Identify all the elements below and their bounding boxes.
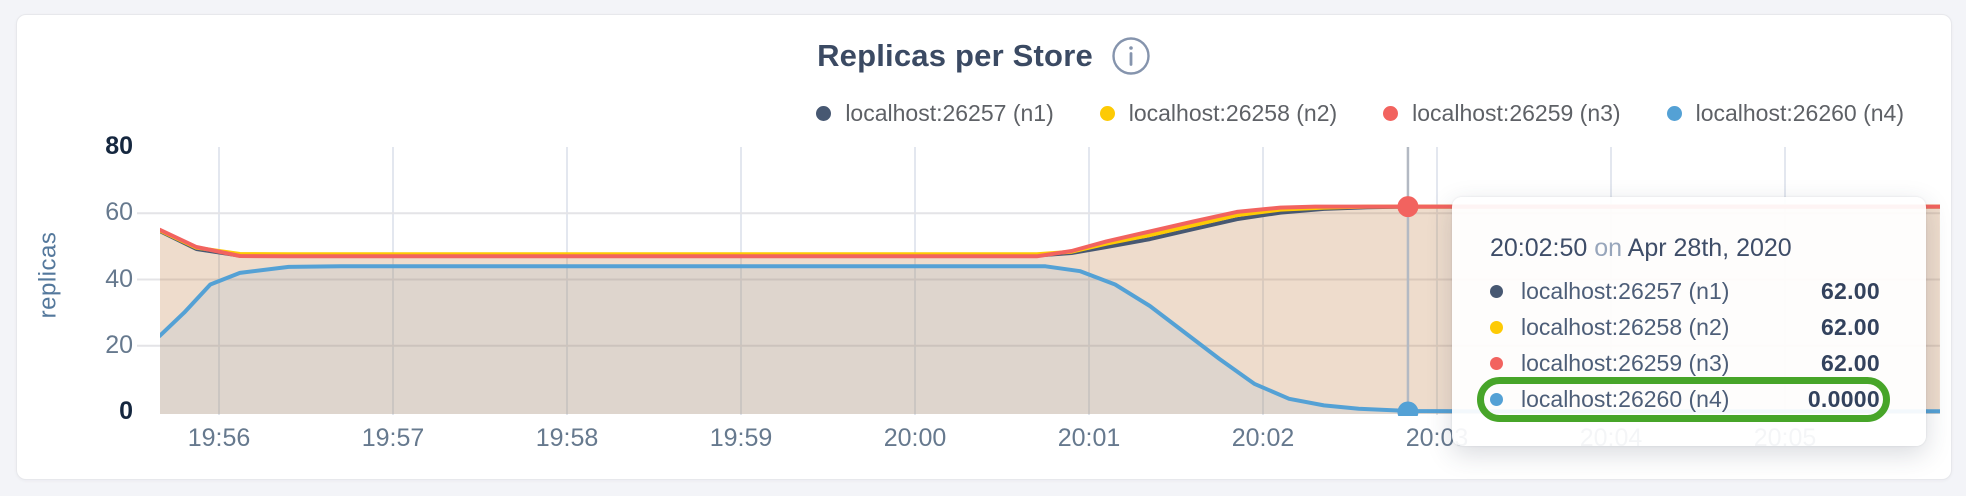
- tooltip-series-label: localhost:26260 (n4): [1521, 385, 1730, 412]
- legend-item-label: localhost:26260 (n4): [1695, 100, 1904, 126]
- legend-item[interactable]: localhost:26258 (n2): [1099, 100, 1338, 127]
- tooltip-series-value: 62.00: [1820, 277, 1880, 304]
- info-icon[interactable]: [1111, 36, 1151, 76]
- tooltip-date: Apr 28th, 2020: [1627, 234, 1792, 262]
- legend-item-label: localhost:26257 (n1): [845, 100, 1054, 126]
- tooltip-row: localhost:26257 (n1) 62.00: [1490, 273, 1880, 309]
- legend-item[interactable]: localhost:26260 (n4): [1666, 100, 1904, 127]
- legend-item[interactable]: localhost:26259 (n3): [1383, 100, 1621, 127]
- series-lines: [160, 204, 1940, 414]
- tooltip-series-dot: [1490, 284, 1503, 298]
- chart-tooltip: 20:02:50 on Apr 28th, 2020 localhost:262…: [1452, 197, 1926, 446]
- legend-dot: [1666, 106, 1682, 121]
- tooltip-series-label: localhost:26257 (n1): [1521, 277, 1730, 304]
- legend-item[interactable]: localhost:26257 (n1): [816, 100, 1054, 127]
- tooltip-row: localhost:26259 (n3) 62.00: [1490, 345, 1880, 381]
- tooltip-row: localhost:26260 (n4) 0.0000: [1490, 381, 1880, 417]
- tooltip-series-dot: [1490, 392, 1503, 406]
- tooltip-series-label: localhost:26258 (n2): [1521, 313, 1730, 340]
- legend-dot: [1099, 106, 1115, 121]
- tooltip-series-value: 62.00: [1820, 313, 1880, 340]
- legend: localhost:26257 (n1) localhost:26258 (n2)…: [816, 100, 1904, 127]
- tooltip-time: 20:02:50: [1490, 234, 1588, 262]
- legend-item-label: localhost:26258 (n2): [1128, 100, 1338, 126]
- tooltip-series-value: 62.00: [1820, 349, 1880, 376]
- tooltip-row: localhost:26258 (n2) 62.00: [1490, 309, 1880, 345]
- hover-markers: [1397, 196, 1419, 416]
- tooltip-series-label: localhost:26259 (n3): [1521, 349, 1730, 376]
- legend-item-label: localhost:26259 (n3): [1412, 100, 1621, 126]
- tooltip-series-dot: [1490, 320, 1503, 334]
- tooltip-series-value: 0.0000: [1807, 385, 1880, 412]
- legend-dot: [1383, 106, 1399, 121]
- tooltip-rows: localhost:26257 (n1) 62.00 localhost:26258…: [1490, 273, 1880, 417]
- tooltip-conjunction: on: [1594, 234, 1623, 262]
- tooltip-header: 20:02:50 on Apr 28th, 2020: [1490, 233, 1880, 263]
- legend-dot: [816, 106, 832, 121]
- tooltip-series-dot: [1490, 356, 1503, 370]
